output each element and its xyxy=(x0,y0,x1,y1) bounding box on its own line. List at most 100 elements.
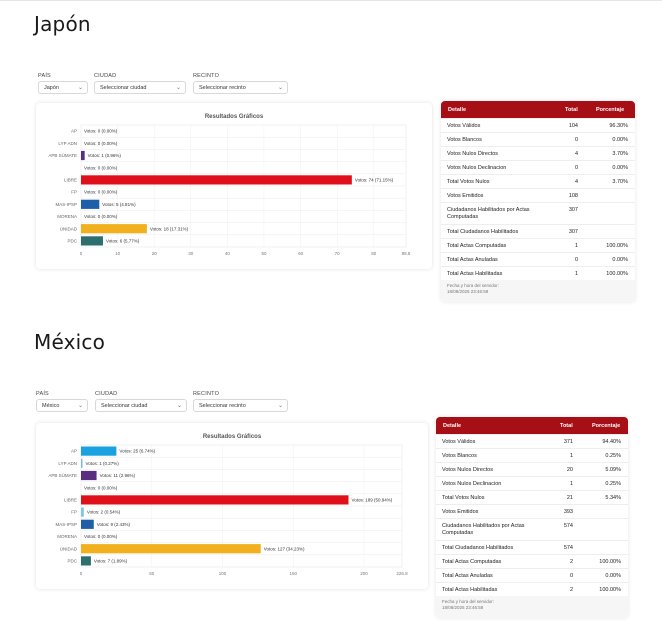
porcentaje-cell: 0.25% xyxy=(605,453,621,459)
venue-select[interactable]: Seleccionar recinto ⌄ xyxy=(193,399,288,412)
detalle-cell: Votos Nulos Declinacion xyxy=(447,165,507,171)
porcentaje-cell: 0.00% xyxy=(605,573,621,579)
results-chart-card: Resultados Gráficos 0 50 100 150 200 226.8 AP V… xyxy=(36,423,428,589)
x-tick-label: 60 xyxy=(298,251,304,256)
table-row: Total Actas Computadas 1 100.00% xyxy=(441,238,635,252)
total-cell: 0 xyxy=(569,573,573,579)
data-label: Votos: 74 (71.15%) xyxy=(355,178,394,183)
table-row: Total Ciudadanos Habilitados 307 xyxy=(441,224,635,238)
total-cell: 0 xyxy=(574,257,578,263)
bar xyxy=(81,175,352,185)
x-tick-label: 50 xyxy=(149,571,155,576)
detalle-cell: Votos Válidos xyxy=(442,439,476,445)
bar xyxy=(81,224,147,234)
bar xyxy=(81,507,84,517)
detalle-cell: Total Actas Anuladas xyxy=(447,257,498,263)
total-cell: 2 xyxy=(569,559,573,565)
data-label: Votos: 11 (2.96%) xyxy=(100,473,136,478)
table-row: Votos Nulos Directos 20 5.09% xyxy=(436,462,628,476)
total-cell: 0 xyxy=(574,137,578,143)
x-tick-label: 100 xyxy=(219,571,227,576)
x-tick-label: 200 xyxy=(360,571,368,576)
table-row: Total Actas Habilitadas 1 100.00% xyxy=(441,266,635,280)
detalle-cell: Total Actas Anuladas xyxy=(442,573,493,579)
detalle-cell: Total Actas Computadas xyxy=(447,243,507,249)
chevron-down-icon: ⌄ xyxy=(175,85,181,91)
country-select[interactable]: México ⌄ xyxy=(36,399,88,412)
x-tick-label: 30 xyxy=(188,251,194,256)
total-cell: 20 xyxy=(566,467,573,473)
data-label: Votos: 0 (0.00%) xyxy=(84,141,118,146)
detalle-cell: Total Votos Nulos xyxy=(442,495,485,501)
category-label: AP xyxy=(71,449,77,454)
total-cell: 1 xyxy=(574,271,578,277)
x-tick-label: 0 xyxy=(80,251,83,256)
category-label: LYP ADN xyxy=(58,461,77,466)
porcentaje-cell: 100.00% xyxy=(599,559,621,565)
bar xyxy=(81,519,94,529)
chevron-down-icon: ⌄ xyxy=(77,403,83,409)
detalle-cell: Votos Emitidos xyxy=(447,193,484,199)
data-label: Votos: 6 (5.77%) xyxy=(106,239,140,244)
chevron-down-icon: ⌄ xyxy=(277,85,283,91)
header-total: Total xyxy=(560,423,573,429)
category-label: APB SÚMATE xyxy=(48,152,77,158)
data-label: Votos: 127 (34.23%) xyxy=(264,546,305,551)
data-label: Votos: 18 (17.31%) xyxy=(150,226,189,231)
summary-table-header: Detalle Total Porcentaje xyxy=(441,101,635,118)
x-tick-label: 20 xyxy=(152,251,158,256)
data-label: Votos: 189 (50.94%) xyxy=(352,498,393,503)
bar xyxy=(81,458,83,468)
server-timestamp-value: 18/08/2025 23:46:58 xyxy=(442,605,484,610)
table-row: Votos Válidos 371 94.40% xyxy=(436,434,628,448)
total-cell: 307 xyxy=(568,229,578,235)
data-label: Votos: 7 (1.89%) xyxy=(94,559,128,564)
detalle-cell: Votos Blancos xyxy=(442,453,477,459)
total-cell: 4 xyxy=(574,151,578,157)
country-filter-label: PAÍS xyxy=(36,391,49,397)
server-timestamp: Fecha y hora del servidor: 18/08/2025 23… xyxy=(442,599,494,611)
bar xyxy=(81,199,100,209)
category-label: LIBRE xyxy=(64,498,77,503)
table-row: Total Ciudadanos Habilitados 574 xyxy=(436,540,628,554)
table-row: Total Votos Nulos 21 5.34% xyxy=(436,490,628,504)
total-cell: 1 xyxy=(574,243,578,249)
venue-select[interactable]: Seleccionar recinto ⌄ xyxy=(193,81,288,94)
city-select[interactable]: Seleccionar ciudad ⌄ xyxy=(95,399,187,412)
table-row: Votos Emitidos 108 xyxy=(441,188,635,202)
porcentaje-cell: 100.00% xyxy=(606,243,628,249)
city-filter-label: CIUDAD xyxy=(95,391,118,397)
detalle-cell: Votos Válidos xyxy=(447,123,481,129)
category-label: UNIDAD xyxy=(60,546,78,551)
category-label: MORENA xyxy=(57,214,77,219)
x-tick-label: 0 xyxy=(80,571,83,576)
category-label: UNIDAD xyxy=(60,226,78,231)
table-row: Total Actas Computadas 2 100.00% xyxy=(436,554,628,568)
x-tick-label: 150 xyxy=(290,571,298,576)
detalle-cell: Votos Nulos Declinacion xyxy=(442,481,502,487)
data-label: Votos: 25 (6.74%) xyxy=(119,449,155,454)
x-tick-label: 50 xyxy=(261,251,267,256)
category-label: LYP ADN xyxy=(58,141,77,146)
total-cell: 4 xyxy=(574,179,578,185)
header-detalle: Detalle xyxy=(443,423,462,429)
total-cell: 108 xyxy=(568,193,578,199)
country-select[interactable]: Japón ⌄ xyxy=(38,81,88,94)
bar xyxy=(81,495,349,505)
server-timestamp: Fecha y hora del servidor: 18/08/2025 23… xyxy=(447,283,499,295)
detalle-cell: Total Actas Habilitadas xyxy=(447,271,503,277)
detalle-cell: Ciudadanos Habilitados por Actas Computa… xyxy=(447,207,530,220)
bar xyxy=(81,150,85,161)
city-select[interactable]: Seleccionar ciudad ⌄ xyxy=(94,81,186,94)
country-filter-label: PAÍS xyxy=(38,73,51,79)
results-bar-chart: 0 10 20 30 40 50 60 70 80 88.8 AP Votos: 0 (0.00%) L… xyxy=(48,124,411,256)
bar xyxy=(81,544,261,554)
chart-title: Resultados Gráficos xyxy=(202,434,262,440)
header-porcentaje: Porcentaje xyxy=(592,423,621,429)
x-tick-label: 70 xyxy=(335,251,341,256)
porcentaje-cell: 96.30% xyxy=(609,123,628,129)
header-total: Total xyxy=(565,107,578,113)
top-divider xyxy=(0,0,662,1)
detalle-cell: Ciudadanos Habilitados por Actas Computa… xyxy=(442,523,525,536)
data-label: Votos: 5 (4.81%) xyxy=(102,202,136,207)
